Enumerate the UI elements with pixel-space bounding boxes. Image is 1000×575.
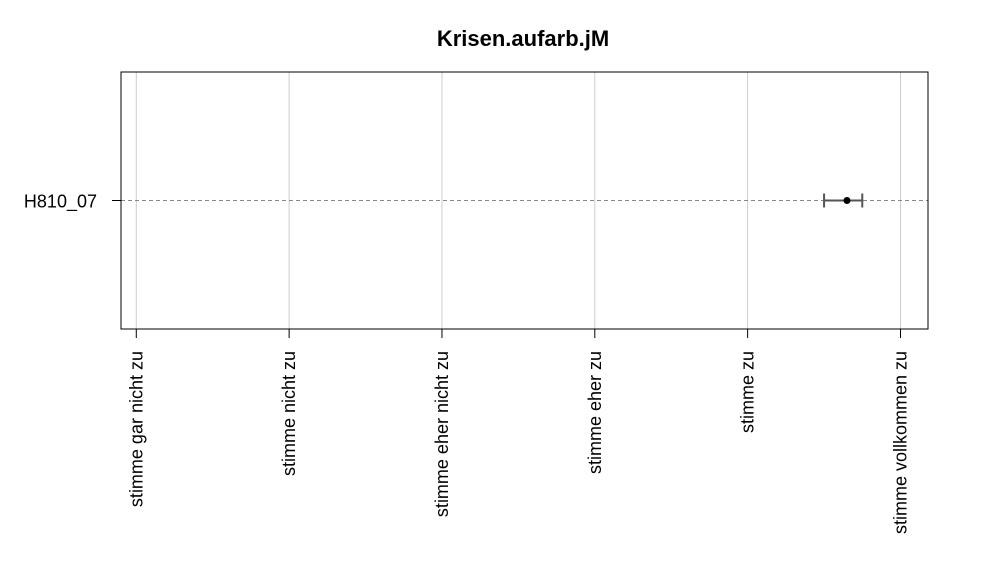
data-point [843,197,851,204]
mark-layer [823,193,864,208]
tick-layer [112,200,901,338]
x-tick-label: stimme zu [738,351,758,433]
x-tick-label: stimme eher zu [585,351,605,474]
x-tick-label: stimme eher nicht zu [432,351,452,517]
x-tick-label: stimme gar nicht zu [126,351,146,507]
label-layer: stimme gar nicht zu stimme nicht zu stimme… [24,192,911,535]
chart-title: Krisen.aufarb.jM [437,26,609,51]
x-tick-label: stimme vollkommen zu [890,351,910,534]
y-tick-label: H810_07 [24,192,97,213]
x-tick-label: stimme nicht zu [279,351,299,476]
